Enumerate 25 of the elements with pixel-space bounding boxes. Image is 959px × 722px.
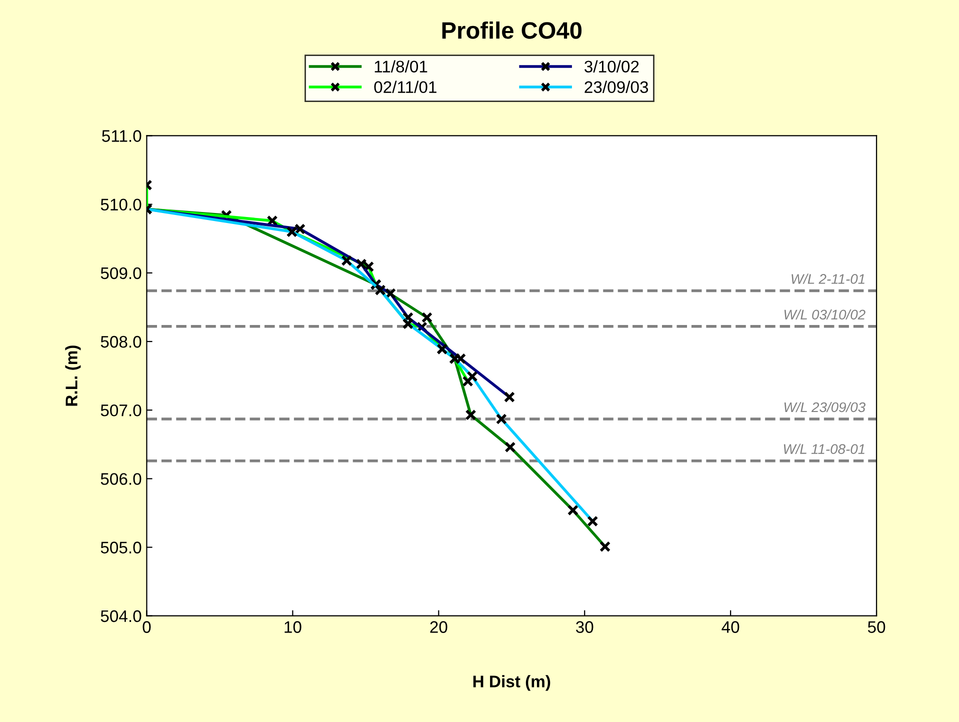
y-axis-title: R.L. (m): [65, 346, 81, 406]
y-tick-label: 506.0: [100, 473, 142, 485]
x-tick-label: 30: [576, 621, 594, 633]
chart-title: Profile CO40: [442, 21, 582, 39]
legend-label: 11/8/01: [374, 60, 428, 73]
legend-label: 02/11/01: [374, 80, 436, 94]
x-tick-label: 10: [284, 621, 302, 633]
y-tick-label: 507.0: [100, 404, 142, 416]
x-tick-label: 20: [430, 621, 448, 633]
legend-label: 23/09/03: [584, 80, 648, 94]
y-tick-label: 505.0: [100, 542, 142, 554]
ref-line-label: W/L 23/09/03: [784, 402, 866, 412]
y-tick-label: 509.0: [100, 267, 142, 280]
x-tick-label: 40: [722, 621, 740, 633]
x-tick-label: 50: [868, 621, 886, 633]
x-tick-label: 0: [142, 621, 151, 633]
ref-line-label: W/L 11-08-01: [784, 444, 864, 454]
y-tick-label: 508.0: [100, 336, 142, 348]
y-tick-label: 504.0: [100, 610, 142, 622]
y-tick-label: 510.0: [100, 198, 142, 211]
ref-line-label: W/L 03/10/02: [784, 309, 866, 320]
ref-line-label: W/L 2-11-01: [792, 274, 864, 284]
x-axis-title: H Dist (m): [473, 675, 550, 691]
y-tick-label: 511.0: [102, 130, 142, 142]
legend-label: 3/10/02: [584, 60, 639, 73]
